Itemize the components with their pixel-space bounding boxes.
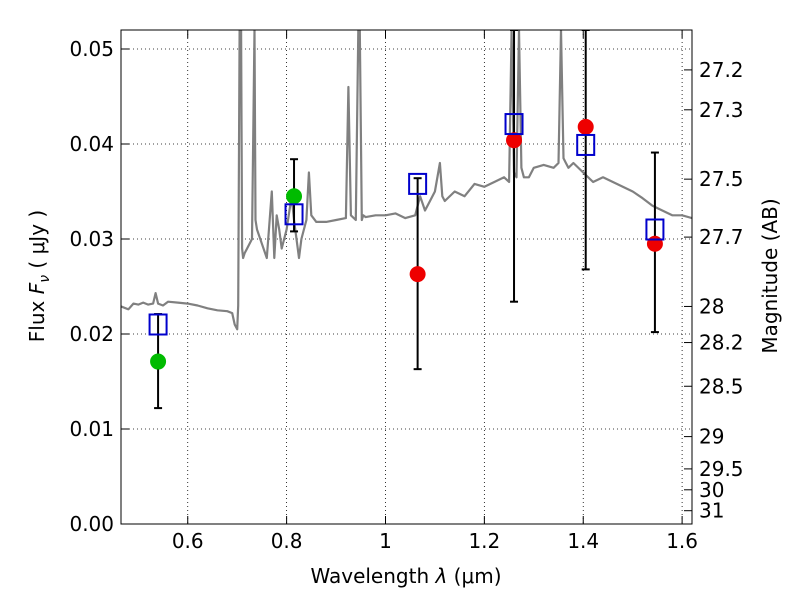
y-tick-label: 0.05 [69,37,114,61]
x-axis-label: Wavelength λ (μm) [310,564,501,588]
marker-layer [148,113,665,370]
y-tick-label: 0.02 [69,322,114,346]
data-point [577,118,594,135]
y-tick-label: 0.04 [69,132,114,156]
mag-tick-label: 28.2 [699,331,744,355]
square-marker [645,218,665,241]
square-marker [504,113,524,136]
plot-frame [120,29,693,525]
square-marker [576,133,596,156]
x-tick-label: 1.6 [666,529,698,553]
grid [121,30,692,525]
mag-tick-label: 31 [699,499,724,523]
mag-tick-label: 30 [699,478,724,502]
mag-tick-label: 29 [699,425,724,449]
x-tick-label: 1.4 [567,529,599,553]
mag-tick-label: 28 [699,294,724,318]
square-marker [148,313,168,336]
data-point [286,188,303,205]
y2-axis-label: Magnitude (AB) [758,198,782,353]
mag-tick-label: 29.5 [699,457,744,481]
x-tick-label: 1 [379,529,392,553]
x-tick-label: 0.8 [271,529,303,553]
x-tick-label: 1.2 [468,529,500,553]
spectrum-layer [121,30,692,331]
mag-tick-label: 28.5 [699,374,744,398]
spectrum-line [121,30,692,331]
y-tick-label: 0.00 [69,512,114,536]
mag-tick-label: 27.7 [699,225,744,249]
data-point [506,132,523,149]
data-point [150,353,167,370]
y-axis-label: Flux Fν ( μJy ) [25,210,53,342]
x-tick-label: 0.6 [172,529,204,553]
mag-tick-label: 27.2 [699,58,744,82]
data-point [409,266,426,283]
mag-tick-label: 27.3 [699,98,744,122]
mag-tick-label: 27.5 [699,167,744,191]
square-marker [408,172,428,195]
y-tick-label: 0.01 [69,417,114,441]
tick-layer: 0.6 0.8 1 1.2 1.4 1.6 0.00 0.01 0.02 0.03 0.04 0.05… [69,30,744,553]
square-marker [284,203,304,226]
y-tick-label: 0.03 [69,227,114,251]
